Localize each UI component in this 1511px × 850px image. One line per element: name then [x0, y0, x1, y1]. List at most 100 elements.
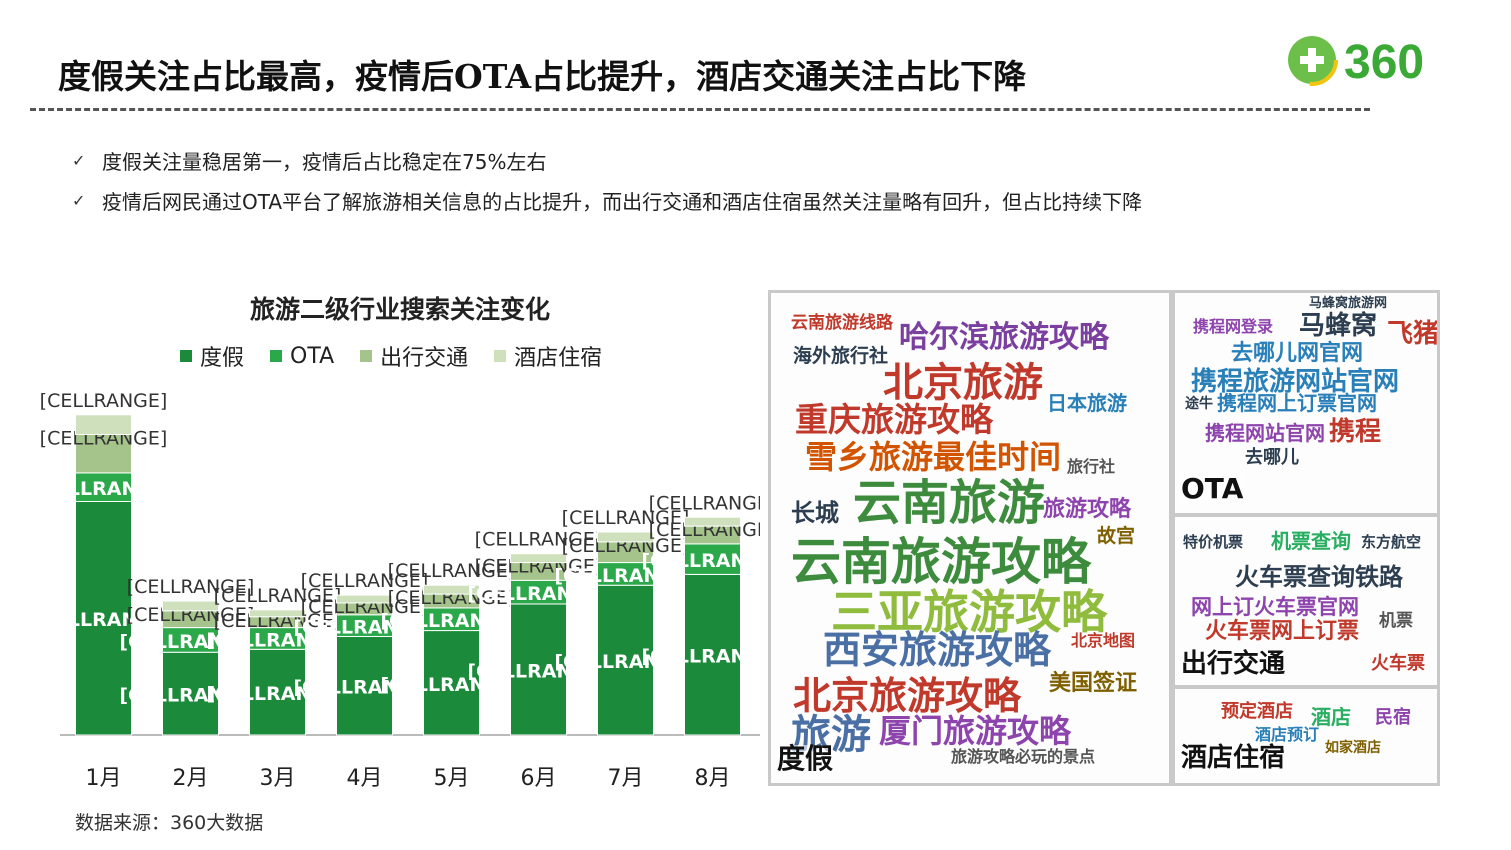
data-label: [CELLRANGE] [206, 629, 348, 651]
bullet-item: ✓ 疫情后网民通过OTA平台了解旅游相关信息的占比提升，而出行交通和酒店住宿虽然… [72, 180, 1142, 220]
data-label: [CELLRANGE] [127, 576, 255, 598]
bar-segment-酒店住宿 [684, 516, 741, 527]
x-tick-label: 7月 [608, 766, 644, 791]
data-label: [CELLRANGE] [380, 674, 522, 696]
cloud-word: 火车票网上订票 [1205, 619, 1360, 644]
cloud-word: 日本旅游 [1047, 391, 1127, 415]
bullet-text: 度假关注量稳居第一，疫情后占比稳定在75%左右 [102, 149, 547, 174]
cloud-word: 旅行社 [1067, 457, 1116, 476]
title-divider [30, 108, 1370, 111]
cloud-word: 途牛 [1185, 396, 1213, 412]
cloud-word: 携程网上订票官网 [1217, 391, 1377, 415]
bullet-list: ✓ 度假关注量稳居第一，疫情后占比稳定在75%左右 ✓ 疫情后网民通过OTA平台… [72, 140, 1142, 220]
bar-segment-度假 [684, 573, 741, 736]
cloud-word: 酒店 [1311, 705, 1351, 729]
cloud-word: 西安旅游攻略 [823, 628, 1052, 672]
word-cloud-vacation: 云南旅游线路 哈尔滨旅游攻略 海外旅行社 北京旅游 重庆旅游攻略 日本旅游 雪乡旅游最佳时间… [768, 290, 1172, 786]
data-label: [CELLRANGE] [562, 535, 690, 557]
data-label: [CELLRANGE] [301, 570, 429, 592]
cloud-word: 三亚旅游攻略 [831, 585, 1107, 639]
legend-swatch [270, 350, 283, 362]
x-tick-label: 8月 [695, 766, 731, 791]
cloud-word: 雪乡旅游最佳时间 [805, 438, 1062, 476]
cloud-word: 马蜂窝 [1299, 311, 1378, 341]
bar-segment-度假 [423, 630, 480, 736]
cloud-word: 去哪儿 [1245, 447, 1299, 468]
cloud-word: 长城 [791, 499, 839, 527]
bar-segment-度假 [162, 651, 219, 736]
cloud-panel-label: 酒店住宿 [1181, 743, 1286, 773]
bar-segment-度假 [75, 500, 132, 736]
cloud-word: 海外旅行社 [793, 345, 889, 367]
cloud-panel-label: 度假 [777, 742, 834, 775]
cloud-word: 携程旅游网站官网 [1191, 367, 1400, 397]
checkmark-icon: ✓ [72, 190, 86, 210]
logo: 360 [1286, 34, 1424, 89]
cloud-word: 北京地图 [1071, 631, 1136, 650]
data-label: [CELLRANGE] [475, 556, 603, 578]
bullet-item: ✓ 度假关注量稳居第一，疫情后占比稳定在75%左右 [72, 140, 1142, 180]
cloud-word: 云南旅游线路 [791, 313, 893, 333]
cloud-word: 如家酒店 [1325, 740, 1381, 756]
bar-segment-OTA [162, 627, 219, 653]
legend-swatch [180, 350, 192, 362]
cloud-word: 北京旅游攻略 [793, 674, 1022, 718]
legend-item: OTA [270, 340, 334, 372]
bar-segment-出行交通 [75, 433, 132, 474]
word-cloud-hotel: 预定酒店 酒店 民宿 酒店预订 如家酒店 酒店住宿 [1172, 686, 1440, 786]
data-label: [CELLRANGE] [388, 587, 516, 609]
data-label: [CELLRANGE] [554, 565, 696, 587]
legend-item: 出行交通 [360, 340, 468, 372]
data-label: [CELLRANGE] [388, 560, 516, 582]
legend-swatch [494, 350, 507, 362]
bar-segment-度假 [510, 603, 567, 736]
checkmark-icon: ✓ [72, 150, 86, 170]
data-label: [CELLRANGE] [562, 507, 690, 529]
x-tick-label: 6月 [521, 766, 557, 791]
bar-segment-酒店住宿 [249, 609, 306, 618]
cloud-word: 特价机票 [1183, 533, 1244, 551]
word-cloud-transport: 特价机票 机票查询 东方航空 火车票查询铁路 网上订火车票官网 火车票网上订票 机票 火车票 出… [1172, 514, 1440, 688]
x-tick-label: 2月 [173, 766, 209, 791]
data-label: [CELLRANGE] [293, 617, 435, 639]
data-label: [CELLRANGE] [206, 683, 348, 705]
cloud-word: 预定酒店 [1221, 701, 1293, 722]
data-label: [CELLRANGE] [32, 478, 174, 500]
data-label: [CELLRANGE] [467, 583, 609, 605]
bar-segment-酒店住宿 [162, 600, 219, 612]
cloud-word: 东方航空 [1361, 533, 1422, 551]
cloud-panel-label: 出行交通 [1181, 649, 1286, 679]
bar-segment-OTA [684, 543, 741, 575]
cloud-word: 携程网站官网 [1205, 421, 1325, 445]
cloud-word: 云南旅游 [853, 475, 1046, 531]
data-label: [CELLRANGE] [641, 550, 760, 572]
cloud-word: 哈尔滨旅游攻略 [899, 320, 1109, 355]
cloud-word: 携程网登录 [1193, 317, 1274, 336]
bar-segment-酒店住宿 [75, 414, 132, 435]
data-label: [CELLRANGE] [32, 609, 174, 631]
bar-segment-酒店住宿 [423, 584, 480, 595]
data-label: [CELLRANGE] [40, 390, 168, 412]
bar-segment-度假 [597, 584, 654, 736]
cloud-word: 云南旅游攻略 [791, 533, 1091, 591]
legend-label: 出行交通 [380, 346, 469, 371]
cloud-word: 机票 [1379, 611, 1413, 631]
cloud-word: 去哪儿网官网 [1231, 341, 1364, 366]
word-cloud-ota: 马蜂窝旅游网 携程网登录 马蜂窝 飞猪 去哪儿网官网 携程旅游网站官网 携程网上订票官网 携程… [1172, 290, 1440, 516]
data-label: [CELLRANGE] [119, 631, 261, 653]
data-label: [CELLRANGE] [641, 646, 760, 668]
data-label: [CELLRANGE] [380, 610, 522, 632]
legend-item: 酒店住宿 [494, 340, 602, 372]
bar-segment-度假 [249, 648, 306, 736]
cloud-word: 重庆旅游攻略 [795, 400, 993, 439]
cloud-word: 酒店预订 [1255, 725, 1320, 744]
data-label: [CELLRANGE] [467, 660, 609, 682]
page-title: 度假关注占比最高，疫情后OTA占比提升，酒店交通关注占比下降 [58, 57, 1027, 96]
data-label: [CELLRANGE] [40, 427, 168, 449]
legend-label: 酒店住宿 [514, 346, 603, 371]
x-tick-label: 4月 [347, 766, 383, 791]
data-label: [CELLRANGE] [475, 529, 603, 551]
cloud-word: 旅游攻略必玩的景点 [951, 747, 1096, 766]
legend-item: 度假 [180, 340, 244, 372]
bar-segment-酒店住宿 [597, 531, 654, 543]
